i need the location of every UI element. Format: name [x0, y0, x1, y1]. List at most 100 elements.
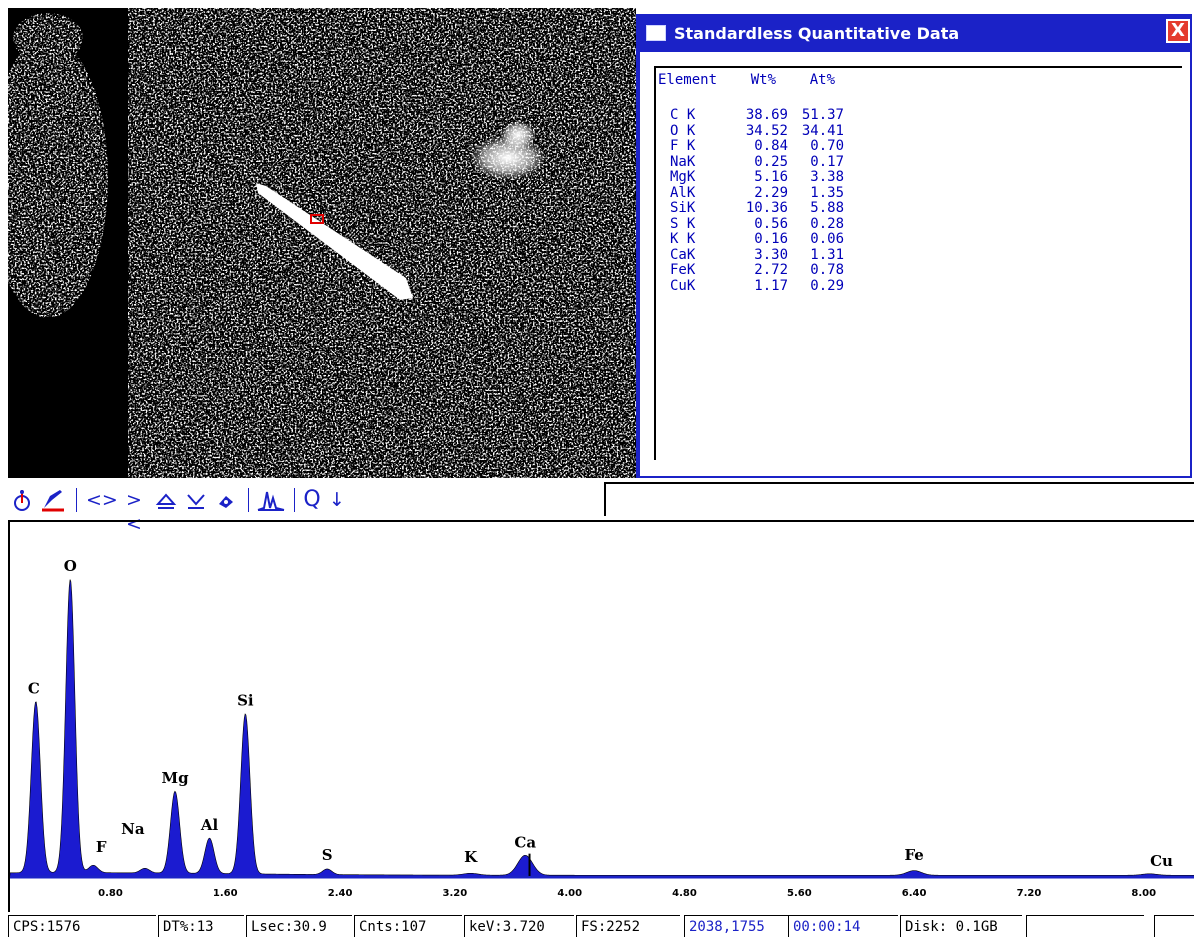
spectrum-plot[interactable]: 0.80 1.60 2.40 3.20 4.00 4.80 5.60 6.40 7.20 8.00…	[8, 520, 1194, 912]
wt-percent-cell: 2.29	[754, 184, 788, 201]
table-row: K K 0.16 0.06	[670, 231, 844, 248]
table-row: SiK 10.36 5.88	[670, 200, 844, 217]
x-tick-label: 3.20	[443, 888, 468, 899]
x-tick-label: 0.80	[98, 888, 123, 899]
spectrum-toolbar: <> >< Q ↓	[0, 478, 1194, 535]
peak-label-na: Na	[121, 820, 145, 838]
element-cell: S K	[670, 215, 696, 232]
wt-percent-cell: 34.52	[745, 122, 788, 139]
table-row: C K 38.69 51.37	[670, 107, 844, 124]
results-panel: Element Wt% At% C K 38.69 51.37 O K 34.52 34.…	[654, 66, 1182, 460]
status-elapsed-time: 00:00:14	[788, 915, 898, 937]
status-empty-2	[1154, 915, 1194, 937]
at-percent-cell: 51.37	[801, 107, 844, 123]
at-percent-cell: 0.29	[810, 277, 844, 294]
shrink-button[interactable]: ><	[126, 489, 142, 535]
spectrum-series	[9, 579, 1194, 877]
table-row: FeK 2.72 0.78	[670, 262, 844, 279]
down-arrow-button[interactable]: ↓	[329, 489, 345, 511]
wt-percent-cell: 2.72	[754, 262, 788, 278]
element-cell: CaK	[670, 246, 696, 263]
quant-data-window: Standardless Quantitative Data X Element…	[636, 14, 1192, 478]
status-coordinates: 2038,1755	[684, 915, 788, 937]
peak-label-mg: Mg	[161, 769, 189, 787]
toolbar-text-field[interactable]	[604, 482, 1194, 516]
window-titlebar[interactable]: Standardless Quantitative Data X	[640, 14, 1190, 52]
wt-percent-cell: 0.56	[754, 215, 788, 232]
at-percent-cell: 3.38	[810, 169, 844, 185]
at-percent-cell: 1.31	[810, 246, 844, 263]
probe-icon[interactable]	[10, 488, 34, 512]
table-row: CaK 3.30 1.31	[670, 246, 844, 264]
x-tick-label: 5.60	[787, 888, 812, 899]
at-percent-cell: 0.28	[810, 215, 844, 232]
element-cell: C K	[670, 107, 696, 123]
element-cell: SiK	[670, 200, 696, 216]
peak-label-cu: Cu	[1150, 852, 1173, 870]
x-tick-label: 7.20	[1017, 888, 1042, 899]
fill-icon[interactable]	[214, 488, 238, 512]
sem-micrograph	[8, 8, 636, 478]
element-cell: AlK	[670, 184, 696, 201]
marker-icon[interactable]	[40, 488, 66, 512]
element-cell: CuK	[670, 277, 696, 294]
wt-percent-cell: 5.16	[754, 169, 788, 185]
wt-percent-cell: 0.84	[754, 138, 788, 154]
element-cell: O K	[670, 122, 696, 139]
x-tick-label: 1.60	[213, 888, 238, 899]
at-percent-cell: 1.35	[810, 184, 844, 201]
sem-image[interactable]	[8, 8, 636, 478]
at-percent-cell: 0.17	[810, 153, 844, 170]
status-disk: Disk: 0.1GB	[900, 915, 1022, 937]
scale-down-icon[interactable]	[184, 488, 208, 512]
scale-up-icon[interactable]	[154, 488, 178, 512]
wt-percent-cell: 38.69	[745, 107, 788, 123]
element-cell: MgK	[670, 169, 696, 185]
table-row: NaK 0.25 0.17	[670, 153, 844, 171]
peak-label-al: Al	[200, 816, 219, 834]
window-icon	[646, 25, 666, 41]
wt-percent-cell: 0.16	[754, 231, 788, 247]
peak-label-s: S	[322, 846, 333, 864]
x-tick-label: 6.40	[902, 888, 927, 899]
spectrum-chart: 0.80 1.60 2.40 3.20 4.00 4.80 5.60 6.40 7.20 8.00…	[9, 557, 1194, 899]
table-row: MgK 5.16 3.38	[670, 169, 844, 186]
status-cps: CPS:1576	[8, 915, 156, 937]
x-tick-label: 4.80	[672, 888, 697, 899]
status-deadtime: DT%:13	[158, 915, 244, 937]
status-fullscale: FS:2252	[576, 915, 680, 937]
element-cell: F K	[670, 138, 696, 154]
at-percent-cell: 0.78	[810, 262, 844, 278]
close-button[interactable]: X	[1166, 19, 1190, 43]
table-row: S K 0.56 0.28	[670, 215, 844, 233]
wt-percent-cell: 1.17	[754, 277, 788, 294]
peak-label-o: O	[64, 557, 77, 575]
peak-id-icon[interactable]	[256, 488, 286, 512]
at-percent-cell: 0.70	[810, 138, 844, 154]
results-table: C K 38.69 51.37 O K 34.52 34.41 F K 0.84 0.70 NaK…	[670, 107, 844, 294]
table-row: O K 34.52 34.41	[670, 122, 844, 140]
wt-percent-cell: 0.25	[754, 153, 788, 170]
x-tick-label: 4.00	[557, 888, 582, 899]
zoom-button[interactable]: Q	[303, 487, 321, 512]
status-livetime: Lsec:30.9	[246, 915, 352, 937]
element-cell: K K	[670, 231, 696, 247]
wt-percent-cell: 10.36	[745, 200, 788, 216]
status-kev: keV:3.720	[464, 915, 574, 937]
x-tick-label: 8.00	[1131, 888, 1156, 899]
wt-percent-cell: 3.30	[754, 246, 788, 263]
status-bar: CPS:1576 DT%:13 Lsec:30.9 Cnts:107 keV:3…	[0, 912, 1194, 939]
at-percent-cell: 0.06	[810, 231, 844, 247]
peak-label-fe: Fe	[904, 846, 923, 864]
peak-label-ca: Ca	[514, 833, 536, 851]
status-empty-1	[1026, 915, 1144, 937]
expand-button[interactable]: <>	[86, 489, 118, 511]
status-counts: Cnts:107	[354, 915, 462, 937]
at-percent-cell: 5.88	[810, 200, 844, 216]
element-cell: FeK	[670, 262, 696, 278]
x-tick-label: 2.40	[328, 888, 353, 899]
peak-label-f: F	[96, 838, 107, 856]
peak-label-si: Si	[237, 692, 254, 710]
window-title: Standardless Quantitative Data	[674, 23, 960, 43]
analysis-marker[interactable]	[310, 214, 324, 224]
